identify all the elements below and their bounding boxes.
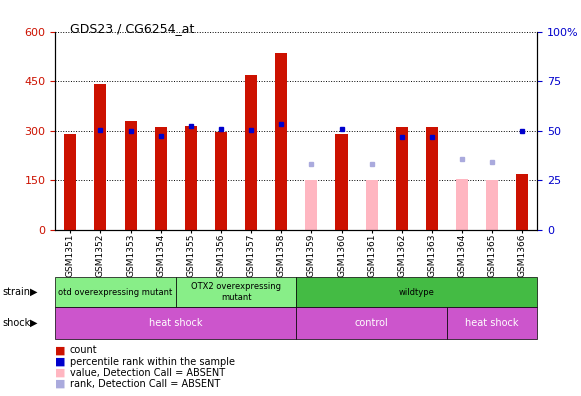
Bar — [64, 134, 76, 230]
Text: GDS23 / CG6254_at: GDS23 / CG6254_at — [70, 22, 194, 35]
Text: ■: ■ — [55, 345, 66, 356]
Text: ▶: ▶ — [30, 318, 38, 328]
Text: rank, Detection Call = ABSENT: rank, Detection Call = ABSENT — [70, 379, 220, 389]
Bar — [124, 121, 137, 230]
Text: wildtype: wildtype — [399, 287, 435, 297]
Bar — [306, 180, 317, 230]
Text: heat shock: heat shock — [465, 318, 519, 328]
Text: ■: ■ — [55, 367, 66, 378]
Bar — [155, 128, 167, 230]
Text: OTX2 overexpressing
mutant: OTX2 overexpressing mutant — [191, 282, 281, 302]
Bar — [486, 180, 498, 230]
Text: control: control — [355, 318, 389, 328]
Text: shock: shock — [3, 318, 31, 328]
Text: strain: strain — [3, 287, 31, 297]
Text: ▶: ▶ — [30, 287, 38, 297]
Text: ■: ■ — [55, 379, 66, 389]
Text: percentile rank within the sample: percentile rank within the sample — [70, 356, 235, 367]
Bar — [426, 128, 438, 230]
Bar — [185, 126, 197, 230]
Text: otd overexpressing mutant: otd overexpressing mutant — [58, 287, 173, 297]
Bar — [94, 84, 106, 230]
Bar — [335, 134, 347, 230]
Text: count: count — [70, 345, 98, 356]
Bar — [456, 179, 468, 230]
Bar — [517, 173, 528, 230]
Text: heat shock: heat shock — [149, 318, 203, 328]
Bar — [215, 132, 227, 230]
Bar — [275, 53, 287, 230]
Text: value, Detection Call = ABSENT: value, Detection Call = ABSENT — [70, 367, 225, 378]
Bar — [245, 74, 257, 230]
Bar — [365, 180, 378, 230]
Text: ■: ■ — [55, 356, 66, 367]
Bar — [396, 128, 408, 230]
